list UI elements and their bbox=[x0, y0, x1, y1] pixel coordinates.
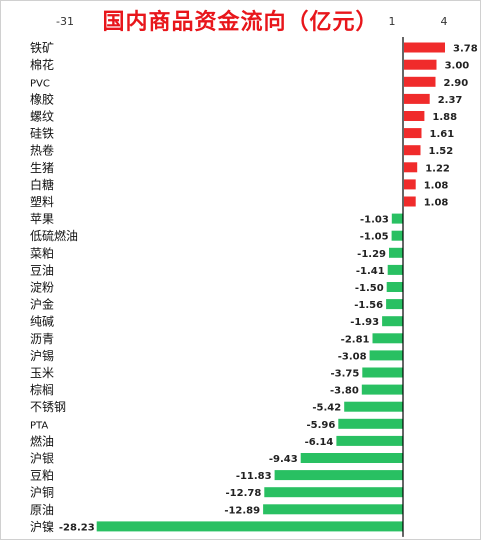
data-label: -1.29 bbox=[357, 249, 386, 260]
bar bbox=[362, 367, 403, 378]
data-label: -1.56 bbox=[354, 300, 383, 311]
data-label: 1.08 bbox=[424, 198, 449, 209]
bar bbox=[404, 162, 418, 173]
category-label: 螺纹 bbox=[30, 110, 54, 124]
data-label: 1.61 bbox=[430, 129, 455, 140]
data-label: -12.78 bbox=[226, 488, 262, 499]
data-label: 3.78 bbox=[453, 44, 478, 55]
chart-title: 国内商品资金流向（亿元） bbox=[102, 9, 379, 35]
data-label: -3.08 bbox=[338, 351, 367, 362]
data-label: 1.52 bbox=[429, 146, 454, 157]
category-label: 生猪 bbox=[30, 161, 54, 175]
data-label: -5.42 bbox=[312, 403, 341, 414]
bar bbox=[274, 470, 403, 481]
category-label: 纯碱 bbox=[30, 315, 54, 329]
bar bbox=[404, 59, 437, 70]
bar bbox=[344, 401, 403, 412]
category-label: 豆粕 bbox=[30, 468, 54, 483]
data-label: -1.50 bbox=[355, 283, 384, 294]
data-label: -12.89 bbox=[224, 505, 260, 516]
category-label: 沪银 bbox=[30, 452, 54, 466]
category-label: 硅铁 bbox=[30, 127, 54, 141]
bar bbox=[404, 179, 416, 190]
bar bbox=[264, 487, 403, 498]
category-label: 铁矿 bbox=[30, 41, 54, 55]
bar bbox=[404, 145, 421, 156]
data-label: -9.43 bbox=[269, 454, 298, 465]
category-label: 沪金 bbox=[30, 297, 54, 312]
bar bbox=[404, 93, 430, 104]
bar bbox=[404, 76, 436, 87]
bar bbox=[361, 384, 403, 395]
bar bbox=[404, 111, 425, 121]
category-label: 棕榈 bbox=[30, 382, 54, 397]
category-label: 塑料 bbox=[30, 194, 54, 209]
data-label: 3.00 bbox=[445, 61, 470, 72]
data-label: -3.80 bbox=[330, 386, 359, 397]
bar bbox=[336, 435, 403, 446]
category-label: 原油 bbox=[30, 503, 54, 517]
category-label: 淀粉 bbox=[30, 281, 54, 295]
data-label: -11.83 bbox=[236, 471, 272, 482]
data-label: 1.22 bbox=[425, 163, 450, 174]
data-label: -1.03 bbox=[360, 215, 389, 226]
bar bbox=[391, 213, 403, 224]
data-label: 1.08 bbox=[424, 180, 449, 191]
data-label: -6.14 bbox=[305, 437, 334, 448]
bar bbox=[300, 453, 403, 463]
category-label: PVC bbox=[30, 78, 50, 89]
category-label: 白糖 bbox=[30, 177, 54, 192]
category-label: 玉米 bbox=[30, 366, 54, 380]
category-label: PTA bbox=[30, 420, 48, 431]
data-label: -2.81 bbox=[341, 334, 370, 345]
category-label: 沪锡 bbox=[30, 348, 54, 363]
category-label: 菜粕 bbox=[30, 245, 54, 260]
bar bbox=[369, 350, 403, 361]
bar bbox=[372, 333, 403, 344]
category-label: 橡胶 bbox=[30, 91, 54, 106]
bar bbox=[338, 418, 403, 429]
data-label: -1.41 bbox=[356, 266, 385, 277]
category-label: 沪铜 bbox=[30, 485, 54, 500]
bar bbox=[96, 521, 403, 532]
data-label: 2.37 bbox=[438, 95, 463, 106]
x-tick-label: 4 bbox=[441, 15, 448, 28]
bar bbox=[404, 196, 416, 207]
data-label: -28.23 bbox=[59, 522, 95, 533]
data-label: -3.75 bbox=[330, 369, 359, 380]
bar bbox=[391, 230, 403, 241]
data-label: -1.05 bbox=[360, 232, 389, 243]
bar bbox=[386, 282, 403, 292]
x-tick-label: 1 bbox=[389, 15, 396, 28]
bar bbox=[263, 504, 403, 515]
bar bbox=[404, 128, 422, 139]
category-label: 沥青 bbox=[30, 332, 54, 346]
category-label: 苹果 bbox=[30, 212, 54, 226]
data-label: -1.93 bbox=[350, 317, 379, 328]
category-label: 豆油 bbox=[30, 263, 54, 277]
category-label: 热卷 bbox=[30, 143, 54, 158]
category-label: 不锈钢 bbox=[30, 400, 66, 414]
data-label: 2.90 bbox=[444, 78, 469, 89]
bar bbox=[382, 316, 403, 327]
category-label: 燃油 bbox=[30, 433, 54, 448]
category-label: 沪镍 bbox=[30, 520, 54, 534]
data-label: -5.96 bbox=[306, 420, 335, 431]
category-label: 棉花 bbox=[30, 57, 54, 72]
bar bbox=[389, 247, 403, 258]
bar bbox=[386, 299, 403, 310]
data-label: 1.88 bbox=[432, 112, 457, 123]
bar bbox=[387, 264, 403, 275]
category-label: 低硫燃油 bbox=[30, 228, 78, 243]
x-tick-label: -31 bbox=[56, 15, 74, 28]
bar bbox=[404, 42, 445, 53]
